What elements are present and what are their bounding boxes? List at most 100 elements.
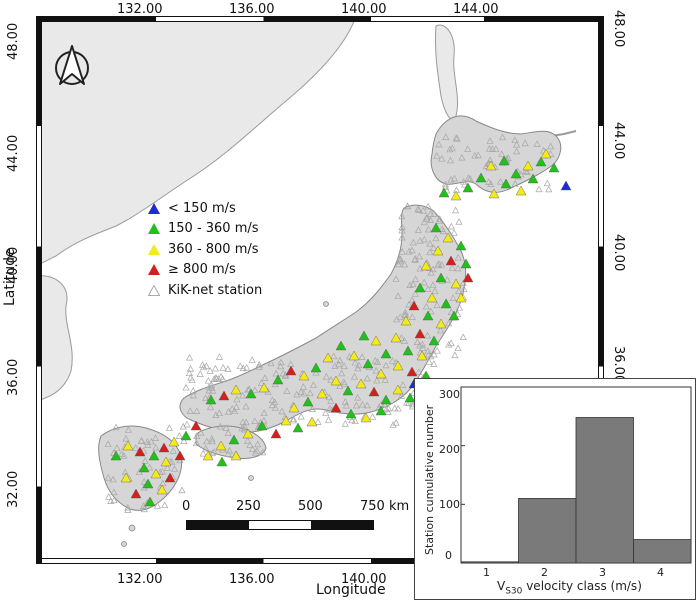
kik-net-station-marker — [535, 185, 543, 193]
kik-net-station-marker — [427, 268, 435, 276]
right-tick-48: 48.00 — [611, 10, 626, 48]
kik-net-station-marker — [452, 134, 460, 141]
kik-net-station-marker — [460, 285, 468, 293]
station-marker — [380, 348, 392, 359]
kik-net-station-marker — [297, 388, 305, 396]
kik-net-station-marker — [522, 167, 530, 175]
legend-label: ≥ 800 m/s — [168, 262, 236, 278]
kik-net-station-marker — [268, 401, 276, 409]
scale-label-250: 250 — [236, 499, 261, 514]
kik-net-station-marker — [248, 356, 256, 363]
kik-net-station-marker — [203, 437, 211, 445]
histogram-bar-4 — [633, 539, 692, 564]
kik-net-station-marker — [454, 253, 462, 261]
histogram-ytick-300: 300 — [439, 388, 460, 401]
bottom-tick-140: 140.00 — [341, 572, 387, 587]
kik-net-station-marker — [419, 207, 427, 214]
kik-net-station-marker — [322, 372, 330, 380]
open-triangle-icon — [148, 284, 160, 296]
kik-net-station-marker — [411, 275, 420, 283]
station-marker — [460, 258, 472, 269]
kik-net-station-marker — [429, 265, 437, 273]
bottom-tick-132: 132.00 — [117, 572, 163, 587]
kik-net-station-marker — [414, 226, 423, 233]
station-marker — [420, 260, 432, 271]
station-marker — [400, 315, 412, 326]
station-marker — [148, 450, 160, 461]
kik-net-station-marker — [423, 213, 431, 221]
scale-bar — [186, 520, 374, 530]
kik-net-station-marker — [408, 313, 416, 320]
kik-net-station-marker — [454, 287, 463, 295]
kik-net-station-marker — [382, 405, 390, 413]
kik-net-station-marker — [426, 248, 434, 256]
station-marker — [292, 422, 304, 433]
station-marker — [440, 298, 452, 309]
kik-net-station-marker — [394, 260, 403, 268]
kik-net-station-marker — [208, 437, 216, 445]
station-marker — [392, 360, 404, 371]
station-marker — [358, 330, 370, 341]
kik-net-station-marker — [325, 393, 333, 401]
legend-label: < 150 m/s — [168, 200, 236, 216]
kik-net-station-marker — [208, 449, 217, 457]
station-marker — [345, 408, 357, 419]
station-marker — [110, 450, 122, 461]
kik-net-station-marker — [255, 360, 263, 368]
histogram-xtick-1: 1 — [483, 566, 490, 579]
station-marker — [430, 222, 442, 233]
kik-net-station-marker — [238, 424, 246, 432]
station-marker — [435, 272, 447, 283]
kik-net-station-marker — [415, 252, 423, 260]
kik-net-station-marker — [216, 422, 224, 430]
kik-net-station-marker — [322, 409, 330, 416]
kik-net-station-marker — [224, 365, 232, 372]
kik-net-station-marker — [261, 374, 269, 381]
kik-net-station-marker — [233, 395, 241, 403]
kik-net-station-marker — [424, 285, 432, 292]
korea-peninsula — [36, 275, 73, 402]
scale-label-750km: 750 km — [360, 499, 410, 514]
kik-net-station-marker — [382, 361, 390, 369]
station-marker — [428, 335, 440, 346]
station-marker — [375, 405, 387, 416]
kik-net-station-marker — [152, 443, 160, 451]
blue-triangle-icon — [148, 202, 160, 214]
station-marker — [450, 190, 462, 201]
kik-net-station-marker — [446, 145, 454, 153]
kik-net-station-marker — [276, 362, 285, 370]
kik-net-station-marker — [464, 145, 472, 152]
station-marker — [335, 340, 347, 351]
kik-net-station-marker — [338, 369, 346, 377]
kik-net-station-marker — [427, 307, 435, 315]
kik-net-station-marker — [435, 140, 443, 148]
kik-net-station-marker — [289, 415, 298, 422]
map-canvas — [36, 16, 604, 564]
kik-net-station-marker — [398, 233, 406, 241]
kik-net-station-marker — [511, 136, 519, 144]
kik-net-station-marker — [308, 405, 316, 412]
station-marker — [180, 430, 192, 441]
kik-net-station-marker — [408, 400, 417, 408]
histogram-bar-3 — [575, 417, 634, 564]
kik-net-station-marker — [363, 401, 371, 409]
kik-net-station-marker — [498, 150, 506, 158]
kik-net-station-marker — [179, 422, 187, 430]
right-tick-44: 44.00 — [611, 122, 626, 160]
kik-net-station-marker — [151, 434, 160, 441]
legend-label: KiK-net station — [168, 282, 263, 298]
kik-net-station-marker — [124, 426, 132, 433]
kik-net-station-marker — [388, 357, 397, 364]
kik-net-station-marker — [431, 287, 439, 294]
station-marker — [435, 318, 447, 329]
station-marker — [368, 386, 380, 397]
legend-item-150-360: 150 - 360 m/s — [148, 219, 262, 240]
kik-net-station-marker — [433, 346, 441, 354]
kik-net-station-marker — [192, 439, 200, 447]
station-marker — [306, 416, 318, 427]
kik-net-station-marker — [513, 140, 521, 148]
kik-net-station-marker — [118, 450, 126, 458]
kik-net-station-marker — [255, 363, 263, 370]
kik-net-station-marker — [180, 437, 188, 444]
kik-net-station-marker — [438, 260, 446, 268]
